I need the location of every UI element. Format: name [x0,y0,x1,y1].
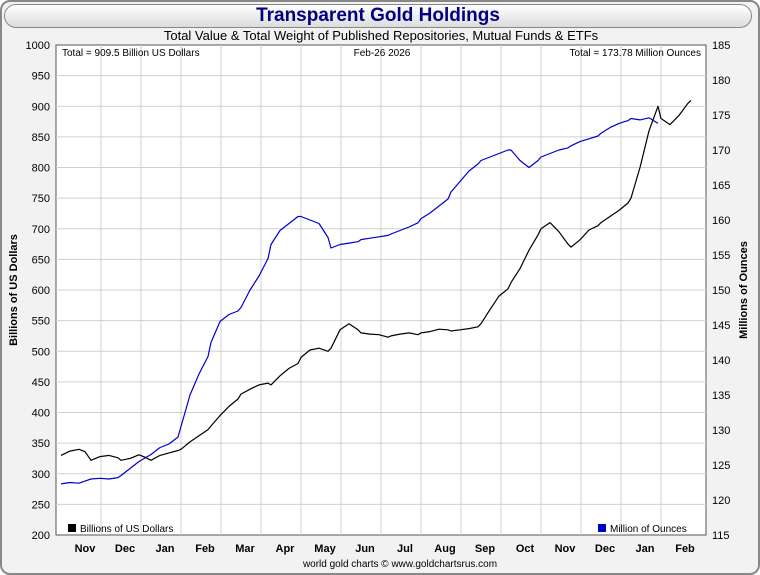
right-tick-label: 125 [712,460,730,472]
right-tick-label: 180 [712,75,730,87]
x-tick-label: Oct [516,543,535,555]
right-axis-ticks: 115 120 125 130 135 140 145 150 155 160 165 170 175 1… [712,40,730,542]
legend-swatch-dollars [68,524,76,532]
right-tick-label: 185 [712,40,730,52]
date-label: Feb-26 2026 [354,48,411,59]
x-axis-ticks: Nov Dec Jan Feb Mar Apr May Jun Jul Aug Sep Oct Nov D… [75,543,695,555]
x-tick-label: May [314,543,336,555]
series-line-dollars [60,99,692,461]
right-tick-label: 165 [712,180,730,192]
x-tick-label: Dec [595,543,615,555]
right-tick-label: 160 [712,215,730,227]
x-tick-label: Feb [675,543,695,555]
x-tick-label: Apr [276,543,296,555]
right-axis-label: Millions of Ounces [738,241,750,339]
right-tick-label: 115 [712,530,730,542]
left-tick-label: 600 [32,285,50,297]
left-tick-label: 350 [32,438,50,450]
left-tick-label: 1000 [26,40,50,52]
series-lines [60,99,692,485]
right-tick-label: 145 [712,320,730,332]
right-tick-label: 175 [712,110,730,122]
left-axis-ticks: 200 250 300 350 400 450 500 550 600 650 700 750 800 8… [26,40,50,542]
left-tick-label: 300 [32,469,50,481]
left-tick-label: 850 [32,132,50,144]
right-tick-label: 130 [712,425,730,437]
right-tick-label: 120 [712,495,730,507]
x-tick-label: Feb [195,543,215,555]
right-tick-label: 150 [712,285,730,297]
x-tick-label: Dec [115,543,135,555]
right-tick-label: 135 [712,390,730,402]
x-tick-label: Jan [156,543,175,555]
left-axis-label: Billions of US Dollars [8,234,20,346]
x-tick-label: Jun [355,543,375,555]
chart-title: Transparent Gold Holdings [256,5,500,26]
left-tick-label: 950 [32,71,50,83]
left-tick-label: 250 [32,499,50,511]
left-tick-label: 550 [32,316,50,328]
series-line-ounces [60,117,659,485]
left-tick-label: 450 [32,377,50,389]
left-tick-label: 900 [32,101,50,113]
left-tick-label: 800 [32,163,50,175]
right-total-note: Total = 173.78 Million Ounces [570,48,701,59]
left-tick-label: 750 [32,193,50,205]
x-tick-label: Jan [636,543,655,555]
x-tick-label: Mar [235,543,255,555]
left-total-note: Total = 909.5 Billion US Dollars [62,48,200,59]
x-tick-label: Jul [397,543,413,555]
legend-label-dollars: Billions of US Dollars [80,524,173,535]
legend-label-ounces: Million of Ounces [610,524,687,535]
grid [56,45,706,535]
legend-swatch-ounces [598,524,606,532]
left-tick-label: 400 [32,408,50,420]
title-bar: Transparent Gold Holdings [4,4,752,28]
x-tick-label: Aug [434,543,455,555]
left-tick-label: 700 [32,224,50,236]
footer-credit: world gold charts © www.goldchartsrus.co… [302,559,497,570]
x-tick-label: Nov [75,543,97,555]
right-tick-label: 155 [712,250,730,262]
left-tick-label: 500 [32,346,50,358]
right-tick-label: 170 [712,145,730,157]
right-tick-label: 140 [712,355,730,367]
left-tick-label: 200 [32,530,50,542]
x-tick-label: Sep [475,543,495,555]
left-tick-label: 650 [32,254,50,266]
x-tick-label: Nov [555,543,577,555]
chart-subtitle: Total Value & Total Weight of Published … [164,28,599,43]
